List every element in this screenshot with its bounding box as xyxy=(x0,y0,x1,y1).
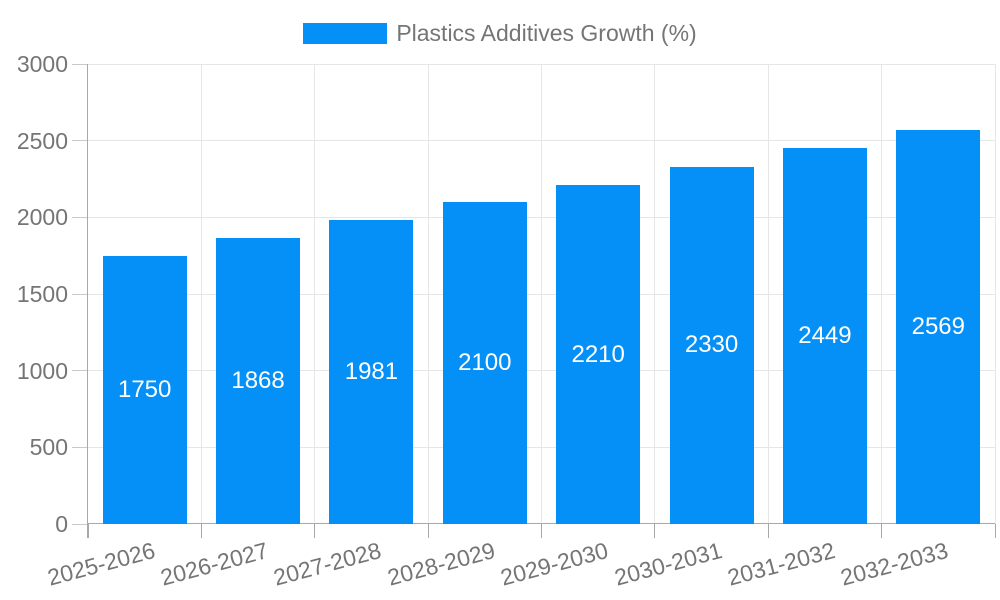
x-axis-label: 2028-2029 xyxy=(384,537,498,591)
x-axis-label: 2025-2026 xyxy=(44,537,158,591)
bar xyxy=(442,202,527,524)
bar-value-label: 1750 xyxy=(117,375,172,403)
y-axis-label: 500 xyxy=(29,434,68,461)
y-axis-label: 3000 xyxy=(16,51,68,77)
y-tick xyxy=(72,523,88,525)
y-tick xyxy=(72,216,88,218)
y-tick xyxy=(72,370,88,372)
y-tick xyxy=(72,293,88,295)
x-axis-label: 2031-2032 xyxy=(724,537,838,591)
x-gridline xyxy=(994,64,996,524)
bar-value-label: 2330 xyxy=(684,331,739,359)
bar xyxy=(216,237,301,524)
legend: Plastics Additives Growth (%) xyxy=(0,20,1000,47)
y-axis-label: 2500 xyxy=(16,127,68,154)
legend-swatch xyxy=(303,23,388,44)
x-gridline xyxy=(200,64,202,524)
x-tick xyxy=(767,524,769,538)
bar xyxy=(329,220,414,524)
bar-value-label: 2210 xyxy=(571,340,625,368)
bar-value-label: 2449 xyxy=(798,322,852,350)
bar xyxy=(896,130,981,524)
y-axis-label: 1000 xyxy=(16,357,68,384)
y-axis-label: 0 xyxy=(55,511,68,537)
x-gridline xyxy=(767,64,769,524)
y-tick xyxy=(72,63,88,65)
bar xyxy=(102,255,187,524)
bar-value-label: 1981 xyxy=(344,358,399,386)
bar xyxy=(782,148,867,524)
bar xyxy=(669,166,754,524)
x-gridline xyxy=(654,64,656,524)
x-tick xyxy=(541,524,542,538)
y-axis-label: 2000 xyxy=(16,204,68,231)
x-tick xyxy=(427,524,429,538)
x-gridline xyxy=(541,64,542,524)
bar-value-label: 2569 xyxy=(911,313,965,341)
x-axis-line xyxy=(88,523,995,524)
y-tick xyxy=(72,446,88,448)
x-tick xyxy=(881,524,883,538)
x-gridline xyxy=(881,64,883,524)
y-axis-label: 1500 xyxy=(16,281,68,307)
x-axis-label: 2030-2031 xyxy=(611,537,725,591)
bar xyxy=(556,185,641,524)
legend-title: Plastics Additives Growth (%) xyxy=(396,20,697,46)
x-gridline xyxy=(427,64,429,524)
x-tick xyxy=(654,524,656,538)
x-tick xyxy=(87,524,89,538)
x-axis-label: 2032-2033 xyxy=(838,537,952,591)
bar-value-label: 2100 xyxy=(458,349,512,376)
y-tick xyxy=(72,140,88,142)
x-tick xyxy=(200,524,202,538)
x-tick xyxy=(994,524,996,538)
y-axis-line xyxy=(87,64,88,538)
x-gridline xyxy=(314,64,316,524)
x-axis-label: 2029-2030 xyxy=(497,537,611,591)
x-axis-label: 2026-2027 xyxy=(157,537,271,591)
x-tick xyxy=(314,524,316,538)
bar-value-label: 1868 xyxy=(231,366,285,394)
x-axis-label: 2027-2028 xyxy=(271,537,385,591)
